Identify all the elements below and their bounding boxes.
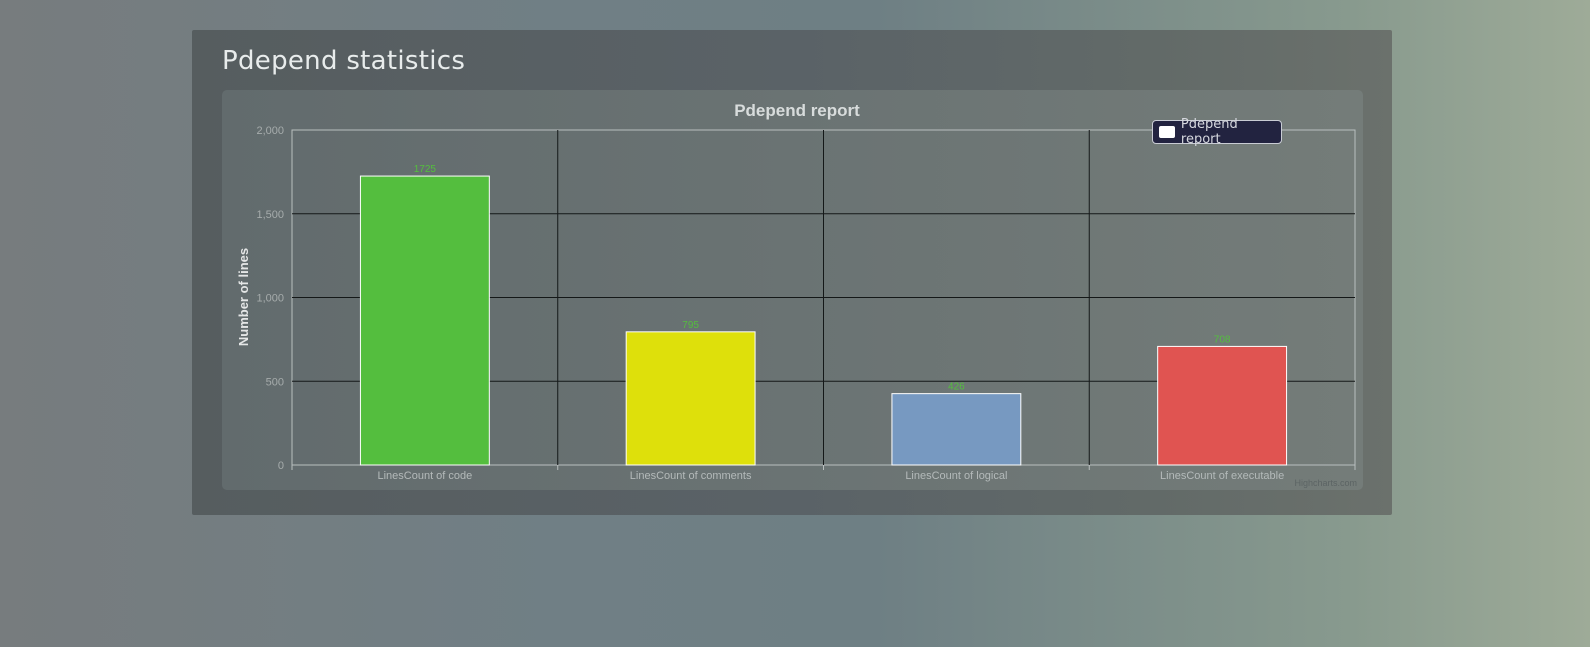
x-axis-ticks: LinesCount of code LinesCount of comments… bbox=[291, 465, 1356, 482]
bar-3[interactable] bbox=[891, 393, 1022, 466]
legend-swatch bbox=[1159, 126, 1175, 138]
legend-item[interactable]: Pdepend report bbox=[1152, 117, 1282, 147]
y-tick-label: 1,500 bbox=[256, 209, 284, 221]
chart-credit[interactable]: Highcharts.com bbox=[1294, 478, 1357, 488]
y-tick-label: 2,000 bbox=[256, 125, 284, 137]
y-axis-label: Number of lines bbox=[236, 248, 251, 346]
page-title: Pdepend statistics bbox=[222, 46, 466, 76]
x-tick-label: LinesCount of comments bbox=[630, 470, 752, 482]
chart-title: Pdepend report bbox=[734, 101, 860, 120]
data-label-1: 1725 bbox=[414, 164, 437, 175]
data-label-2: 795 bbox=[682, 320, 699, 331]
x-tick-label: LinesCount of code bbox=[377, 470, 472, 482]
data-labels: 1725 795 426 708 bbox=[414, 164, 1231, 393]
data-label-3: 426 bbox=[948, 382, 965, 393]
data-label-4: 708 bbox=[1214, 334, 1231, 345]
y-axis-ticks: 0 500 1,000 1,500 2,000 bbox=[256, 125, 284, 472]
legend-label: Pdepend report bbox=[1180, 117, 1238, 147]
bar-series bbox=[359, 175, 1288, 466]
y-tick-label: 1,000 bbox=[256, 293, 284, 305]
bar-1[interactable] bbox=[359, 175, 490, 466]
bar-2[interactable] bbox=[625, 331, 756, 466]
y-tick-label: 0 bbox=[278, 460, 284, 472]
x-tick-label: LinesCount of logical bbox=[905, 470, 1007, 482]
x-tick-label: LinesCount of executable bbox=[1160, 470, 1284, 482]
bar-4[interactable] bbox=[1157, 345, 1288, 466]
y-tick-label: 500 bbox=[266, 376, 284, 388]
